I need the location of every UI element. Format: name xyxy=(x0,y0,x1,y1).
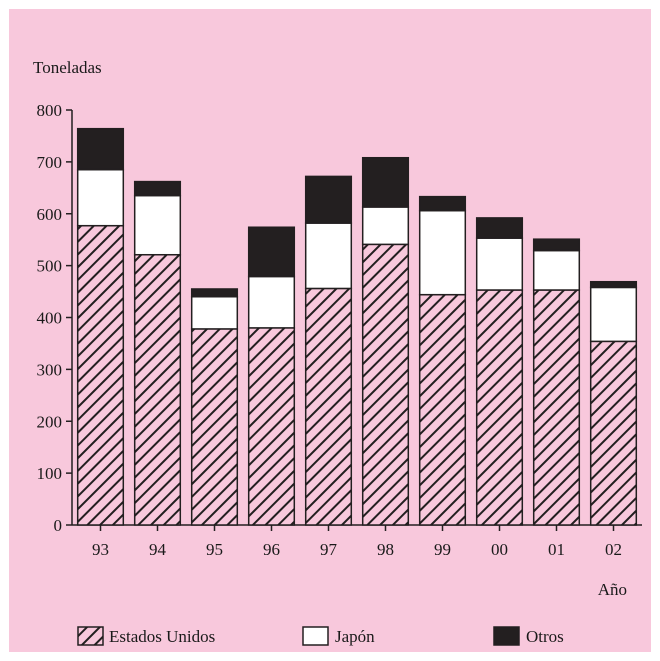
bar-estados-unidos-98 xyxy=(361,243,410,526)
bar-estados-unidos-00 xyxy=(475,289,524,526)
y-axis-label: Toneladas xyxy=(33,58,102,77)
y-tick-label: 700 xyxy=(37,153,63,172)
x-axis-label: Año xyxy=(598,580,627,599)
x-tick-label: 94 xyxy=(149,540,167,559)
x-tick-label: 00 xyxy=(491,540,508,559)
y-tick-label: 400 xyxy=(37,309,63,328)
bar-otros-94 xyxy=(133,180,182,197)
bar-japon-99 xyxy=(418,209,467,296)
bar-japon-96 xyxy=(247,275,296,329)
bar-japon-93 xyxy=(76,168,125,227)
bar-otros-98 xyxy=(361,156,410,208)
legend-item-estados-unidos: Estados Unidos xyxy=(77,626,215,646)
bar-estados-unidos-01 xyxy=(532,289,581,526)
bar-otros-99 xyxy=(418,195,467,212)
y-tick-label: 500 xyxy=(37,257,63,276)
legend-label-estados-unidos: Estados Unidos xyxy=(109,627,215,646)
bar-otros-93 xyxy=(76,127,125,171)
x-tick-label: 97 xyxy=(320,540,338,559)
bar-estados-unidos-02 xyxy=(589,340,638,526)
legend-swatch-otros xyxy=(493,626,520,646)
bar-estados-unidos-99 xyxy=(418,293,467,526)
legend: Estados Unidos Japón Otros xyxy=(77,626,564,646)
x-tick-label: 98 xyxy=(377,540,394,559)
bar-otros-01 xyxy=(532,238,581,252)
bar-japon-94 xyxy=(133,194,182,256)
bar-estados-unidos-96 xyxy=(247,327,296,526)
bar-otros-95 xyxy=(190,288,239,298)
legend-label-otros: Otros xyxy=(526,627,564,646)
x-tick-label: 01 xyxy=(548,540,565,559)
legend-swatch-estados-unidos xyxy=(77,626,104,646)
x-tick-label: 93 xyxy=(92,540,109,559)
x-tick-label: 95 xyxy=(206,540,223,559)
bar-otros-96 xyxy=(247,226,296,278)
y-tick-label: 100 xyxy=(37,464,63,483)
bar-japon-97 xyxy=(304,222,353,290)
bar-estados-unidos-95 xyxy=(190,328,239,526)
y-tick-label: 600 xyxy=(37,205,63,224)
bar-otros-97 xyxy=(304,175,353,224)
x-tick-label: 96 xyxy=(263,540,280,559)
y-tick-label: 300 xyxy=(37,360,63,379)
bars xyxy=(76,127,638,526)
legend-item-otros: Otros xyxy=(493,626,564,646)
bar-japon-01 xyxy=(532,249,581,291)
bar-japon-98 xyxy=(361,206,410,246)
bar-japon-00 xyxy=(475,237,524,291)
bar-estados-unidos-97 xyxy=(304,287,353,526)
y-tick-label: 200 xyxy=(37,412,63,431)
bar-estados-unidos-93 xyxy=(76,224,125,526)
y-tick-label: 800 xyxy=(37,101,63,120)
legend-swatch-japon xyxy=(302,626,329,646)
x-tick-label: 99 xyxy=(434,540,451,559)
bar-japon-95 xyxy=(190,296,239,330)
bar-otros-02 xyxy=(589,280,638,289)
bar-estados-unidos-94 xyxy=(133,253,182,526)
legend-label-japon: Japón xyxy=(335,627,375,646)
y-tick-label: 0 xyxy=(54,516,63,535)
bar-japon-02 xyxy=(589,286,638,343)
legend-item-japon: Japón xyxy=(302,626,375,646)
bar-otros-00 xyxy=(475,217,524,239)
x-tick-label: 02 xyxy=(605,540,622,559)
